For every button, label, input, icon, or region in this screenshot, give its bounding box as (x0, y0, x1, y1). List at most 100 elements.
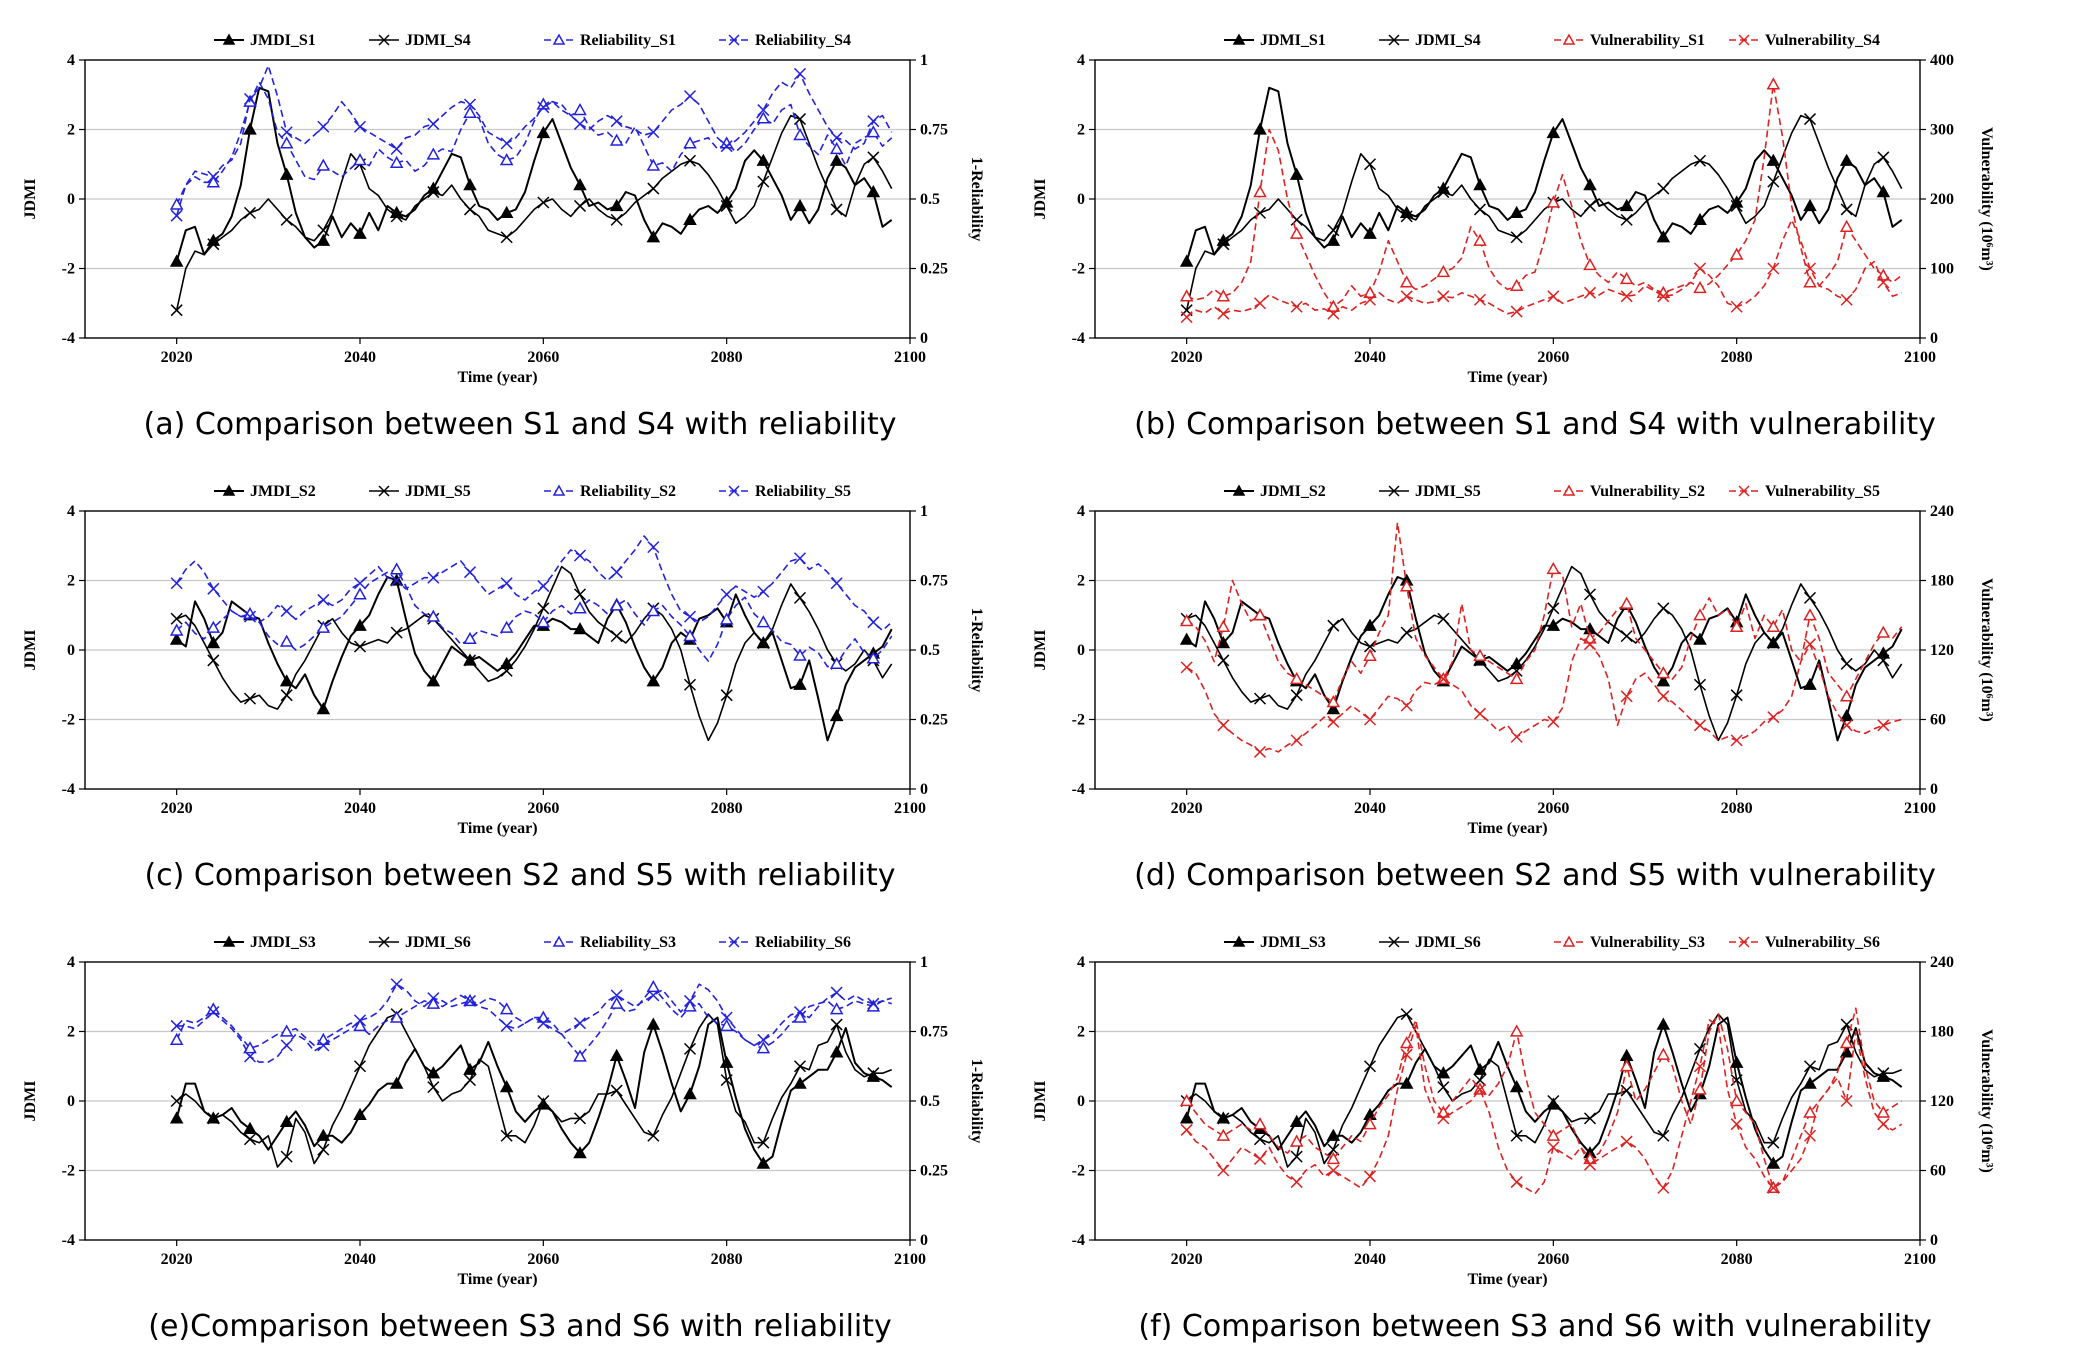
point-f-vulnerability-s3-2092 (1839, 1036, 1854, 1049)
point-d-vulnerability-s5-2096 (1877, 719, 1890, 732)
point-f-jdmi-s3-2068 (1619, 1048, 1634, 1061)
point-b-vulnerability-s1-2084 (1766, 77, 1781, 90)
chart-b: -4 -2 0 2 4 0 100 200 300 400 2020 2040 2060 2080 2100… (1032, 32, 1995, 442)
point-e-jmdi-s3-2076 (683, 1087, 697, 1100)
point-d-vulnerability-s5-2076 (1693, 719, 1707, 732)
point-c-reliability-s5-2064 (573, 549, 587, 562)
point-d-vulnerability-s5-2080 (1730, 734, 1743, 747)
xtick-label-e-0: 2020 (161, 1251, 193, 1268)
point-d-vulnerability-s2-2096 (1876, 625, 1891, 638)
point-b-jdmi-s4-2072 (1657, 182, 1670, 195)
series-f-jdmi-s6 (1180, 1008, 1902, 1168)
ylabel-right-f: Vulnerability (10⁶m³) (1978, 1029, 1995, 1173)
point-b-vulnerability-s4-2088 (1803, 262, 1817, 275)
xtick-label-c-0: 2020 (161, 800, 193, 817)
caption-b: (b) Comparison between S1 and S4 with vu… (1134, 407, 1936, 442)
point-d-jdmi-s2-2088 (1803, 677, 1817, 690)
point-b-vulnerability-s1-2076 (1693, 280, 1707, 294)
point-e-jmdi-s3-2040 (353, 1107, 367, 1121)
point-e-reliability-s6-2040 (353, 1014, 367, 1027)
series-line-f-vulnerability-s3 (1186, 1007, 1903, 1189)
ytick-right-label-e-1: 0.25 (920, 1163, 948, 1180)
ytick-right-label-d-2: 120 (1930, 642, 1954, 659)
series-a-reliability-s4 (170, 64, 893, 222)
caption-c: (c) Comparison between S2 and S5 with re… (144, 858, 895, 893)
series-a-reliability-s1 (169, 81, 893, 210)
point-b-jdmi-s1-2084 (1766, 153, 1781, 166)
point-e-reliability-s3-2092 (829, 1002, 844, 1015)
legend-label-e-jmdi-s3: JMDI_S3 (250, 934, 316, 951)
point-f-jdmi-s3-2044 (1399, 1076, 1414, 1089)
point-a-reliability-s4-2064 (573, 117, 587, 130)
ytick-right-label-b-4: 400 (1930, 52, 1954, 69)
point-e-jmdi-s3-2056 (499, 1080, 514, 1093)
point-f-vulnerability-s3-2048 (1436, 1105, 1451, 1118)
point-b-vulnerability-s4-2032 (1290, 300, 1303, 313)
point-e-reliability-s3-2040 (353, 1018, 367, 1032)
point-c-jmdi-s2-2088 (793, 677, 807, 690)
legend-item-e-reliability-s6: Reliability_S6 (719, 934, 851, 951)
legend-label-d-jdmi-s2: JDMI_S2 (1260, 483, 1326, 500)
point-c-reliability-s5-2084 (757, 585, 770, 598)
legend-label-f-vulnerability-s3: Vulnerability_S3 (1590, 934, 1705, 951)
point-d-vulnerability-s2-2068 (1619, 596, 1634, 609)
point-a-jdmi-s4-2056 (500, 231, 513, 244)
point-d-jdmi-s5-2064 (1583, 588, 1597, 601)
point-b-jdmi-s4-2080 (1730, 199, 1743, 212)
point-b-vulnerability-s1-2068 (1619, 271, 1634, 285)
legend-item-b-vulnerability-s4: Vulnerability_S4 (1729, 32, 1880, 49)
point-d-vulnerability-s5-2056 (1510, 730, 1523, 743)
point-f-jdmi-s6-2096 (1877, 1067, 1890, 1080)
ytick-right-label-c-1: 0.25 (920, 712, 948, 729)
point-f-jdmi-s3-2092 (1839, 1045, 1854, 1058)
point-b-vulnerability-s4-2092 (1840, 293, 1853, 306)
point-e-reliability-s6-2020 (170, 1019, 183, 1032)
xtick-label-d-0: 2020 (1171, 800, 1203, 817)
point-a-jdmi-s4-2068 (610, 213, 623, 226)
point-e-reliability-s6-2060 (537, 1017, 550, 1030)
ylabel-left-e: JDMI (22, 1081, 39, 1122)
point-f-vulnerability-s6-2088 (1803, 1129, 1817, 1142)
point-f-vulnerability-s3-2032 (1289, 1134, 1304, 1147)
point-a-reliability-s4-2020 (170, 209, 183, 222)
ytick-left-label-b-3: 2 (1077, 122, 1085, 139)
point-f-jdmi-s6-2040 (1363, 1060, 1377, 1073)
ytick-left-label-a-1: -2 (62, 261, 75, 278)
point-e-jmdi-s3-2048 (426, 1066, 441, 1079)
xlabel-b: Time (year) (1467, 369, 1547, 386)
point-f-jdmi-s6-2088 (1803, 1060, 1817, 1073)
legend-item-f-vulnerability-s3: Vulnerability_S3 (1554, 934, 1705, 951)
point-e-jdmi-s6-2096 (867, 1067, 880, 1080)
point-d-jdmi-s5-2072 (1657, 602, 1670, 615)
point-d-vulnerability-s2-2044 (1399, 579, 1414, 592)
series-a-jdmi-s4 (170, 113, 893, 317)
legend-marker-c-reliability-s2 (552, 484, 566, 496)
point-e-reliability-s6-2056 (500, 1019, 513, 1032)
point-d-jdmi-s5-2040 (1363, 640, 1377, 653)
series-e-jdmi-s6 (170, 1008, 892, 1168)
legend-label-b-vulnerability-s1: Vulnerability_S1 (1590, 32, 1705, 49)
ytick-right-label-c-2: 0.5 (920, 642, 940, 659)
legend-marker-f-jdmi-s3 (1232, 935, 1246, 947)
xtick-label-d-3: 2080 (1721, 800, 1753, 817)
point-a-jmdi-s1-2060 (536, 125, 551, 139)
point-b-vulnerability-s4-2048 (1437, 290, 1450, 303)
point-e-reliability-s3-2020 (169, 1032, 184, 1045)
point-e-jdmi-s6-2084 (757, 1136, 770, 1149)
point-a-reliability-s1-2096 (866, 125, 881, 138)
point-b-jdmi-s1-2096 (1876, 185, 1891, 198)
series-c-reliability-s5 (170, 535, 893, 632)
ylabel-right-d: Vulnerability (10⁶m³) (1978, 578, 1995, 722)
legend-item-f-jdmi-s3: JDMI_S3 (1224, 934, 1326, 951)
ytick-left-label-a-3: 2 (67, 122, 75, 139)
point-e-reliability-s3-2076 (683, 999, 697, 1012)
point-d-jdmi-s2-2092 (1839, 708, 1854, 722)
point-d-jdmi-s2-2024 (1216, 636, 1231, 649)
point-c-jdmi-s5-2056 (500, 664, 513, 677)
point-b-jdmi-s4-2084 (1767, 175, 1780, 188)
point-d-jdmi-s5-2032 (1290, 689, 1303, 702)
ytick-right-label-a-2: 0.5 (920, 191, 940, 208)
point-d-vulnerability-s2-2076 (1693, 608, 1707, 621)
point-b-jdmi-s1-2032 (1289, 167, 1304, 180)
